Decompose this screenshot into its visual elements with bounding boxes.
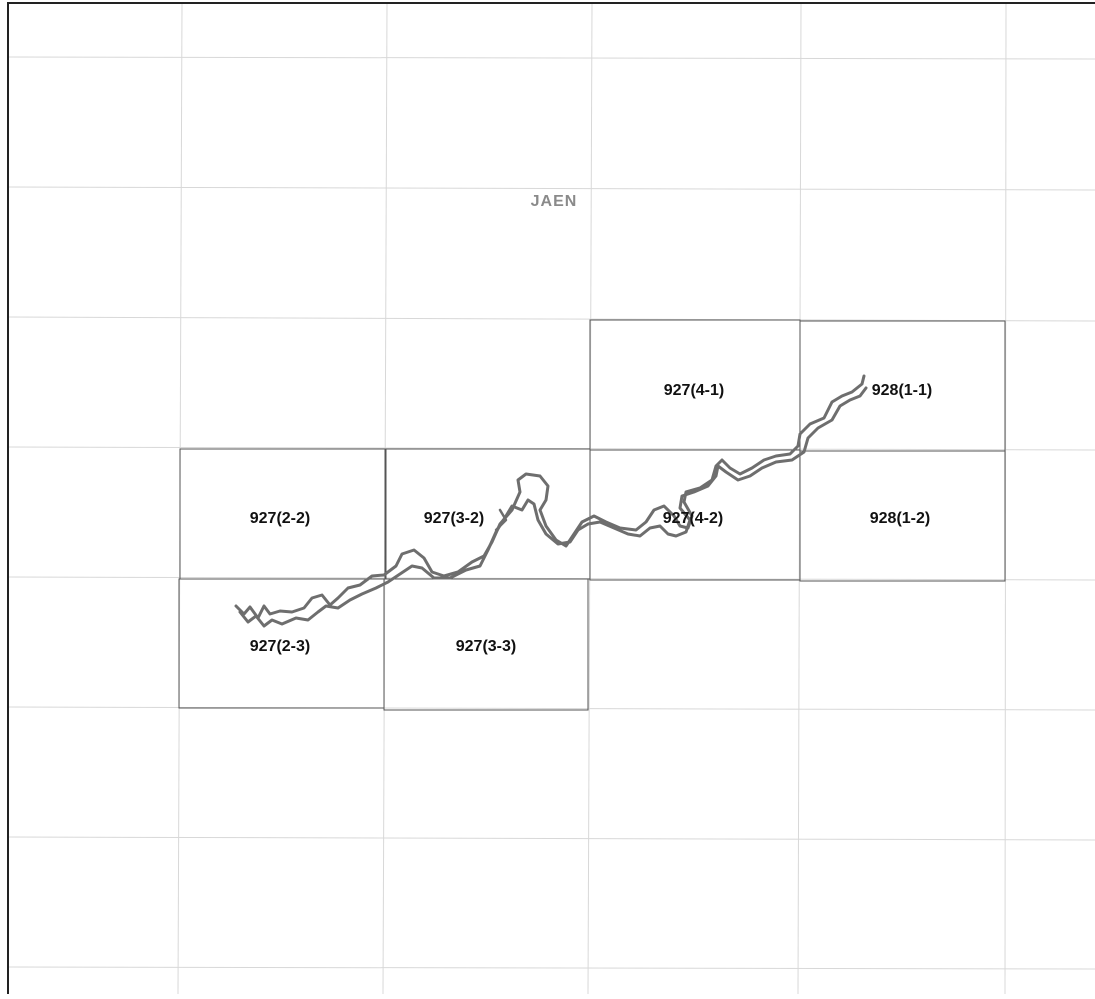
grid-line-h7 <box>7 836 1095 841</box>
sheet-label-927-3-2: 927(3-2) <box>424 510 484 527</box>
sheet-label-927-2-3: 927(2-3) <box>250 638 310 655</box>
region-label-jaen: JAEN <box>531 193 578 210</box>
map-frame-border <box>7 2 1095 994</box>
grid-line-h3 <box>7 316 1095 322</box>
sheet-label-927-3-3: 927(3-3) <box>456 638 516 655</box>
sheet-border-927-3-3 <box>383 578 589 711</box>
grid-line-h2 <box>7 186 1095 191</box>
sheet-label-927-4-1: 927(4-1) <box>664 382 724 399</box>
grid-line-h1 <box>7 56 1095 60</box>
sheet-borders <box>178 319 1006 711</box>
river-spur <box>494 508 508 532</box>
sheet-label-927-2-2: 927(2-2) <box>250 510 310 527</box>
sheet-label-928-1-2: 928(1-2) <box>870 510 930 527</box>
river-course <box>234 374 868 628</box>
river-line-south <box>238 386 868 628</box>
sheet-label-927-4-2: 927(4-2) <box>663 510 723 527</box>
sheet-labels: 927(4-1) 928(1-1) 927(2-2) 927(3-2) 927(… <box>250 382 932 655</box>
grid-line-h8 <box>7 966 1095 970</box>
sheet-label-928-1-1: 928(1-1) <box>872 382 932 399</box>
river-line-north <box>234 374 866 620</box>
sheet-border-928-1-2 <box>799 450 1006 582</box>
